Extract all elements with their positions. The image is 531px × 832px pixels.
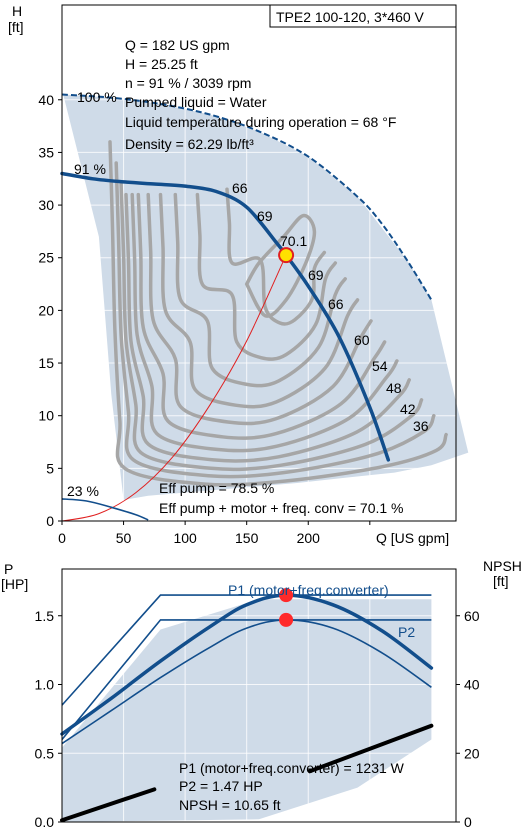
speed-label-100: 100 % [77, 89, 117, 105]
head-flow-panel: TPE2 100-120, 3*460 V H [ft] 0 5 10 15 20 25 3… [8, 3, 469, 546]
flow-tick-label: 0 [58, 530, 66, 546]
head-tick-label: 35 [38, 144, 54, 160]
npsh-tick-label: 40 [464, 677, 480, 693]
power-plot-frame [61, 568, 457, 823]
p2-max-line [61, 619, 432, 741]
eff-label-42: 42 [400, 401, 416, 417]
npsh-y-ticks: 0 20 40 60 [456, 608, 480, 830]
power-axis-unit: [HP] [1, 576, 28, 592]
head-tick-label: 15 [38, 355, 54, 371]
title-box [269, 4, 457, 28]
curve-100-percent [61, 93, 433, 301]
eff-label-69-right: 69 [308, 267, 324, 283]
eff-label-54: 54 [372, 358, 388, 374]
efficiency-contour-line [114, 161, 436, 479]
power-tick-label: 1.0 [35, 677, 55, 693]
efficiency-contour-line [124, 192, 411, 463]
flow-tick-label: 50 [116, 530, 132, 546]
info-speed: n = 91 % / 3039 rpm [125, 75, 251, 91]
head-plot-frame [61, 4, 457, 522]
power-tick-label: 0.0 [35, 814, 55, 830]
flow-x-ticks: 0 50 100 150 200 [58, 521, 371, 546]
flow-axis-label: Q [US gpm] [376, 530, 449, 546]
p1-max-line [61, 594, 432, 706]
eff-label-36: 36 [413, 418, 429, 434]
eff-label-69-left: 69 [257, 208, 273, 224]
p1-curve [60, 593, 434, 736]
info-temperature: Liquid temperature during operation = 68… [125, 114, 396, 130]
efficiency-contour-line [225, 187, 327, 326]
head-axis-unit: [ft] [8, 19, 24, 35]
curve-91-percent [60, 171, 391, 462]
flow-tick-label: 200 [297, 530, 321, 546]
head-tick-label: 40 [38, 92, 54, 108]
npsh-tick-label: 20 [464, 745, 480, 761]
p1-operating-point [279, 588, 294, 603]
eff-label-48: 48 [386, 380, 402, 396]
head-tick-label: 30 [38, 197, 54, 213]
power-y-ticks: 0.0 0.5 1.0 1.5 [35, 608, 62, 830]
head-tick-label: 20 [38, 302, 54, 318]
speed-label-23: 23 % [67, 483, 99, 499]
npsh-axis-label: NPSH [483, 558, 522, 574]
p1-series-label: P1 (motor+freq.converter) [228, 582, 389, 598]
eff-label-60: 60 [354, 332, 370, 348]
speed-label-91: 91 % [74, 161, 106, 177]
head-tick-label: 25 [38, 250, 54, 266]
eff-label-66-right: 66 [328, 296, 344, 312]
power-axis-label: P [4, 561, 13, 577]
chart-title: TPE2 100-120, 3*460 V [276, 9, 425, 25]
curve-23-percent [61, 498, 149, 521]
p2-operating-point [279, 612, 294, 627]
eff-pump-text: Eff pump = 78.5 % [159, 480, 274, 496]
operating-point-marker [278, 247, 295, 264]
info-flow: Q = 182 US gpm [125, 37, 230, 53]
npsh-curve [60, 723, 434, 823]
eff-label-70-1: 70.1 [280, 233, 307, 249]
efficiency-contour-loop [244, 213, 317, 318]
head-tick-label: 0 [46, 513, 54, 529]
power-panel: P [HP] NPSH [ft] 0.0 0.5 1.0 1.5 0 20 40 60 P1… [1, 558, 522, 830]
info-p2: P2 = 1.47 HP [179, 778, 263, 794]
flow-tick-label: 100 [173, 530, 197, 546]
power-tick-label: 0.5 [35, 745, 55, 761]
power-tick-label: 1.5 [35, 608, 55, 624]
efficiency-contour-line [130, 192, 399, 453]
head-y-ticks: 0 5 10 15 20 25 30 35 40 [38, 92, 62, 529]
npsh-tick-label: 60 [464, 608, 480, 624]
head-axis-label: H [12, 3, 22, 19]
info-head: H = 25.25 ft [125, 56, 198, 72]
system-curve [61, 254, 287, 522]
npsh-tick-label: 0 [464, 814, 472, 830]
head-tick-label: 10 [38, 408, 54, 424]
info-density: Density = 62.29 lb/ft³ [125, 136, 254, 152]
p2-curve [61, 619, 432, 745]
info-p1: P1 (motor+freq.converter) = 1231 W [179, 760, 405, 776]
info-liquid: Pumped liquid = Water [125, 94, 267, 110]
p2-series-label: P2 [398, 624, 415, 640]
npsh-axis-unit: [ft] [493, 573, 509, 589]
info-npsh: NPSH = 10.65 ft [179, 797, 281, 813]
head-tick-label: 5 [46, 460, 54, 476]
efficiency-contour-line [108, 140, 448, 487]
flow-tick-label: 150 [235, 530, 259, 546]
efficiency-contour-line [195, 192, 338, 361]
eff-label-66-left: 66 [232, 180, 248, 196]
eff-total-text: Eff pump + motor + freq. conv = 70.1 % [159, 500, 404, 516]
